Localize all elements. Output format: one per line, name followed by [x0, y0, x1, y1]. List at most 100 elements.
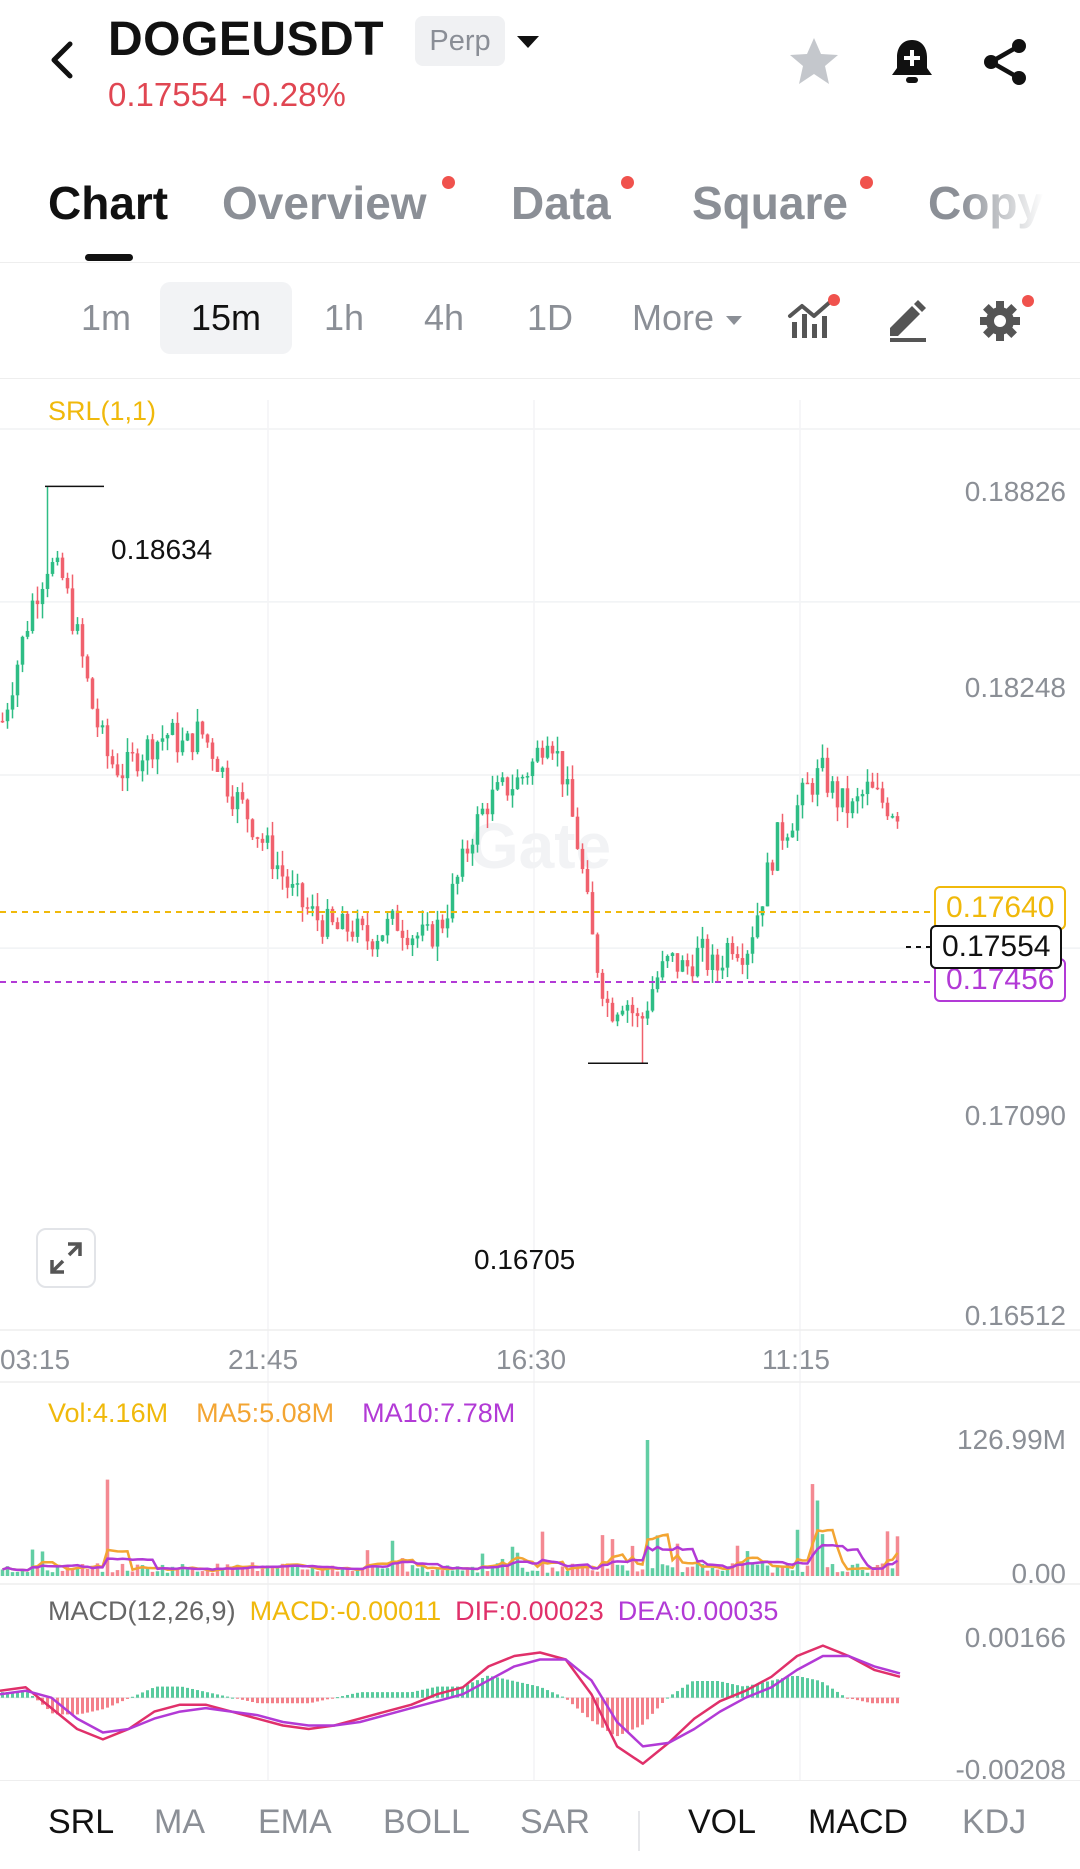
- volume-bar: [525, 1571, 530, 1576]
- macd-histogram-bar: [16, 1692, 19, 1698]
- candle-body: [405, 937, 410, 946]
- more-intervals-button[interactable]: More: [632, 282, 743, 354]
- indicator-sar[interactable]: SAR: [520, 1803, 590, 1841]
- macd-histogram-bar: [381, 1692, 384, 1698]
- share-button[interactable]: [978, 34, 1034, 90]
- macd-histogram-bar: [106, 1697, 109, 1708]
- candle-body: [315, 906, 320, 921]
- indicator-boll[interactable]: BOLL: [383, 1803, 470, 1841]
- candle-body: [775, 822, 780, 871]
- volume-bar: [685, 1567, 690, 1576]
- price-alert-button[interactable]: [884, 34, 940, 90]
- volume-bar: [45, 1570, 50, 1576]
- macd-histogram-bar: [206, 1692, 209, 1698]
- candlestick-chart[interactable]: Gate: [0, 380, 1080, 1830]
- macd-histogram-bar: [531, 1685, 534, 1698]
- macd-histogram-bar: [371, 1692, 374, 1698]
- interval-1d[interactable]: 1D: [526, 297, 574, 338]
- chart-settings-button[interactable]: [978, 294, 1034, 344]
- volume-bar: [445, 1565, 450, 1576]
- macd-histogram-bar: [831, 1688, 834, 1698]
- indicator-ma[interactable]: MA: [154, 1803, 205, 1841]
- macd-histogram-bar: [166, 1686, 169, 1698]
- candle-body: [365, 925, 370, 942]
- candle-body: [560, 751, 565, 785]
- volume-bar: [460, 1570, 465, 1576]
- volume-bar: [870, 1570, 875, 1576]
- macd-histogram-bar: [651, 1697, 654, 1714]
- macd-histogram-bar: [691, 1681, 694, 1698]
- macd-histogram-bar: [256, 1697, 259, 1704]
- volume-bar: [885, 1531, 890, 1576]
- indicator-vol[interactable]: VOL: [688, 1803, 757, 1841]
- indicator-macd[interactable]: MACD: [808, 1803, 909, 1841]
- volume-ma5: MA5:5.08M: [196, 1398, 335, 1428]
- volume-bar: [160, 1564, 165, 1576]
- expand-icon: [50, 1242, 82, 1274]
- symbol-dropdown-caret[interactable]: [513, 30, 543, 54]
- fullscreen-button[interactable]: [36, 1228, 96, 1288]
- volume-bar: [430, 1569, 435, 1576]
- macd-histogram-bar: [886, 1697, 889, 1704]
- macd-histogram-bar: [746, 1685, 749, 1698]
- macd-histogram-bar: [871, 1697, 874, 1704]
- candle-body: [95, 708, 100, 728]
- volume-bar: [275, 1565, 280, 1576]
- tab-overview[interactable]: Overview: [222, 177, 427, 229]
- back-button[interactable]: [40, 30, 92, 90]
- candle-body: [510, 789, 515, 796]
- candle-body: [280, 865, 285, 877]
- macd-histogram-bar: [836, 1691, 839, 1698]
- candle-body: [855, 796, 860, 802]
- volume-bar: [260, 1568, 265, 1576]
- tab-data-badge-dot: [621, 176, 634, 189]
- favorite-button[interactable]: [786, 34, 842, 90]
- indicators-button[interactable]: [786, 294, 840, 344]
- interval-1h[interactable]: 1h: [323, 297, 365, 338]
- candle-body: [275, 865, 280, 870]
- price-axis-tick: 0.17090: [964, 1100, 1066, 1131]
- tab-data[interactable]: Data: [511, 177, 611, 229]
- indicator-kdj[interactable]: KDJ: [962, 1803, 1027, 1841]
- volume-bar: [100, 1571, 105, 1576]
- price-axis-tick: 0.16512: [964, 1300, 1066, 1331]
- candle-body: [340, 913, 345, 930]
- drawing-tools-button[interactable]: [882, 294, 932, 344]
- macd-legend: MACD(12,26,9) MACD:-0.00011 DIF:0.00023 DEA…: [48, 1596, 778, 1627]
- volume-bar: [455, 1566, 460, 1576]
- candle-body: [765, 862, 770, 907]
- candle-body: [430, 924, 435, 947]
- volume-bar: [520, 1567, 525, 1576]
- candle-body: [865, 781, 870, 795]
- indicator-ema[interactable]: EMA: [258, 1803, 332, 1841]
- interval-15m[interactable]: 15m: [160, 282, 292, 354]
- macd-histogram-bar: [146, 1690, 149, 1698]
- macd-histogram-bar: [336, 1697, 339, 1699]
- macd-histogram-bar: [646, 1697, 649, 1720]
- macd-histogram-bar: [661, 1697, 664, 1703]
- srl-upper-price-tag: 0.17640: [934, 886, 1067, 930]
- macd-histogram-bar: [736, 1685, 739, 1698]
- tab-chart[interactable]: Chart: [48, 177, 169, 229]
- macd-histogram-bar: [791, 1676, 794, 1698]
- candle-body: [420, 924, 425, 936]
- candle-body: [55, 557, 60, 563]
- last-price-tag[interactable]: 0.17554: [930, 925, 1063, 969]
- candle-body: [645, 1010, 650, 1019]
- volume-bar: [155, 1571, 160, 1576]
- indicator-srl[interactable]: SRL: [48, 1803, 115, 1841]
- candle-body: [690, 966, 695, 977]
- macd-histogram-bar: [121, 1697, 124, 1702]
- symbol-title[interactable]: DOGEUSDT: [108, 13, 385, 66]
- candle-body: [640, 1016, 645, 1019]
- candle-body: [120, 775, 125, 779]
- macd-histogram-bar: [346, 1694, 349, 1698]
- interval-4h[interactable]: 4h: [423, 297, 465, 338]
- time-axis-tick: 11:15: [762, 1344, 830, 1375]
- macd-histogram-bar: [326, 1697, 329, 1700]
- volume-bar: [385, 1568, 390, 1576]
- tab-copy[interactable]: Copy: [928, 177, 1043, 229]
- interval-1m[interactable]: 1m: [80, 297, 131, 338]
- tab-square[interactable]: Square: [692, 177, 848, 229]
- macd-histogram-bar: [571, 1697, 574, 1705]
